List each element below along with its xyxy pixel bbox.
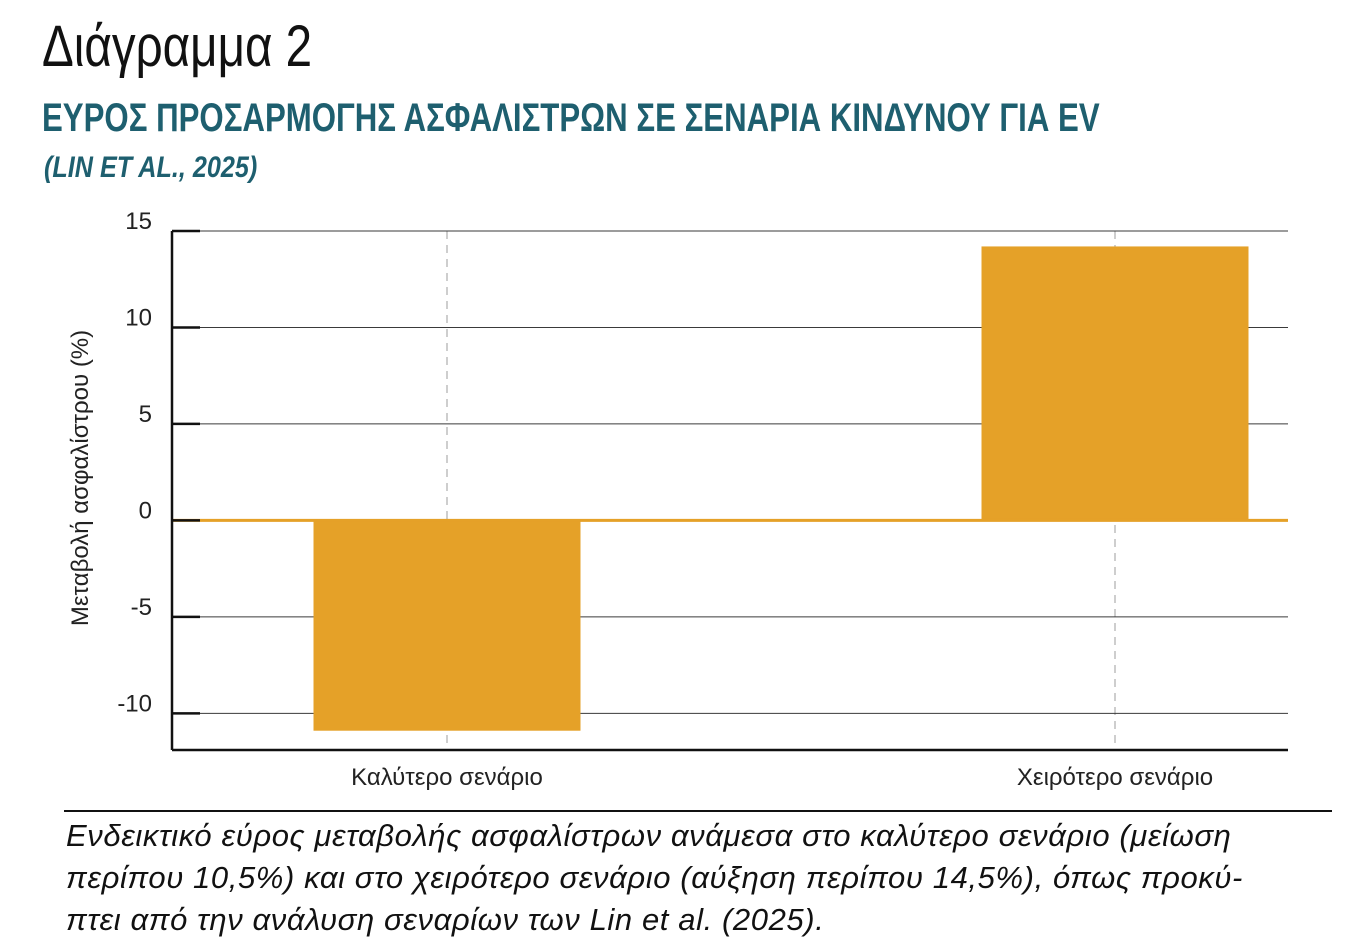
bar bbox=[313, 520, 581, 731]
chart-title: ΕΥΡΟΣ ΠΡΟΣΑΡΜΟΓΗΣ ΑΣΦΑΛΙΣΤΡΩΝ ΣΕ ΣΕΝΑΡΙΑ… bbox=[42, 96, 1100, 140]
x-tick-label: Χειρότερο σενάριο bbox=[1017, 764, 1213, 791]
chart-subtitle: (LIN ET AL., 2025) bbox=[44, 151, 258, 184]
bar bbox=[981, 246, 1249, 521]
y-tick-label: 10 bbox=[125, 304, 152, 331]
caption-divider bbox=[64, 810, 1332, 812]
caption-line: Ενδεικτικό εύρος μεταβολής ασφαλίστρων α… bbox=[66, 818, 1232, 853]
figure-label: Διάγραμμα 2 bbox=[42, 14, 313, 79]
y-tick-label: -5 bbox=[131, 594, 152, 621]
y-tick-label: -10 bbox=[117, 690, 152, 717]
figure-caption: Ενδεικτικό εύρος μεταβολής ασφαλίστρων α… bbox=[66, 815, 1328, 941]
caption-line: περίπου 10,5%) και στο χειρότερο σενάριο… bbox=[66, 860, 1243, 895]
y-tick-label: 5 bbox=[139, 401, 152, 428]
x-tick-label: Καλύτερο σενάριο bbox=[351, 764, 543, 791]
y-tick-label: 0 bbox=[139, 497, 152, 524]
y-axis-label: Μεταβολή ασφαλίστρου (%) bbox=[67, 330, 94, 626]
bar-chart: 15 10 5 0 -5 -10 Καλύτερο σενάριο Χειρότερο σεν… bbox=[67, 208, 1288, 791]
caption-line: πτει από την ανάλυση σεναρίων των Lin et… bbox=[66, 902, 825, 937]
y-tick-label: 15 bbox=[125, 208, 152, 235]
